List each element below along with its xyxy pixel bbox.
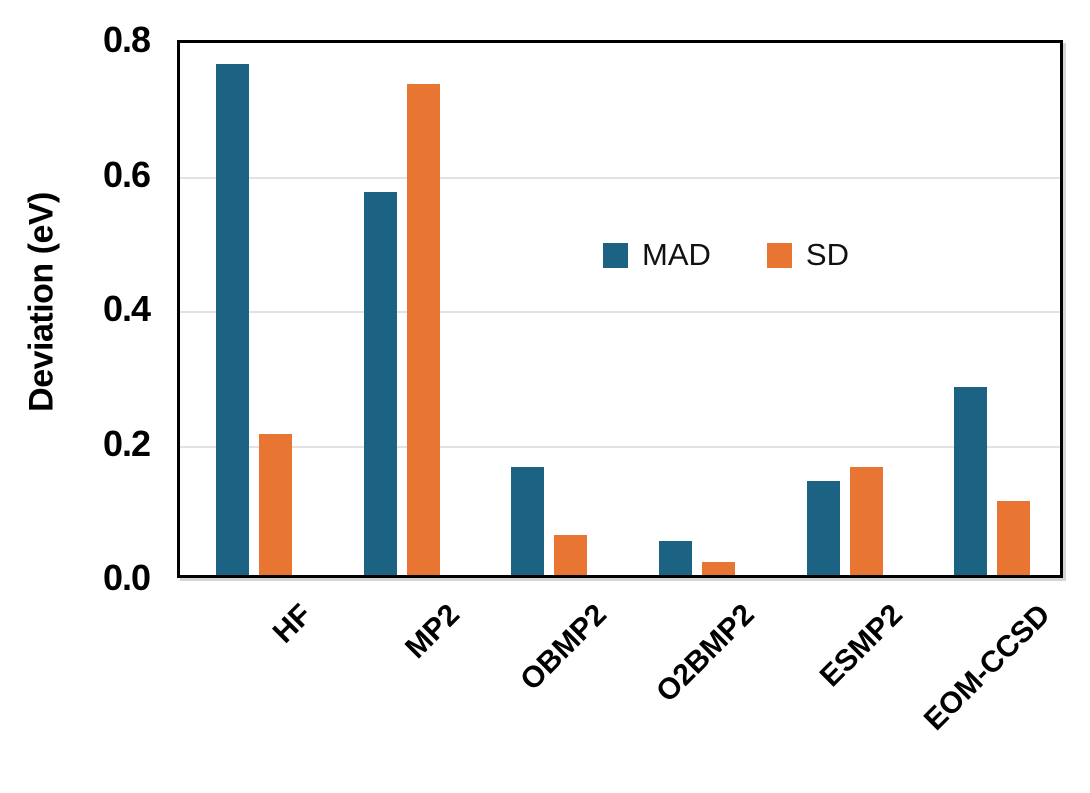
- bar-sd-esmp2: [849, 467, 883, 575]
- x-label-esmp2: ESMP2: [813, 598, 909, 694]
- x-label-o2bmp2: O2BMP2: [650, 598, 762, 709]
- gridline-0.6: [180, 176, 1060, 179]
- x-label-eom-ccsd: EOM-CCSD: [917, 598, 1057, 737]
- x-label-mp2: MP2: [398, 598, 466, 665]
- legend-swatch-sd: [766, 242, 792, 268]
- bar-sd-hf: [258, 433, 292, 575]
- bar-sd-mp2: [406, 84, 440, 575]
- bar-sd-eom-ccsd: [997, 501, 1031, 575]
- bar-sd-obmp2: [554, 534, 588, 575]
- x-label-obmp2: OBMP2: [514, 598, 614, 697]
- bar-mad-hf: [215, 63, 249, 575]
- legend: MAD SD: [603, 237, 849, 273]
- bar-sd-o2bmp2: [701, 561, 735, 575]
- legend-item-sd: SD: [766, 237, 849, 273]
- bar-mad-esmp2: [806, 480, 840, 575]
- legend-swatch-mad: [603, 242, 628, 268]
- bar-mad-mp2: [363, 191, 397, 575]
- y-tick-0.4: 0.4: [102, 288, 151, 329]
- bar-mad-obmp2: [511, 467, 545, 575]
- plot-area: [177, 40, 1063, 578]
- gridline-0.2: [180, 445, 1060, 448]
- bar-mad-eom-ccsd: [954, 386, 988, 575]
- gridline-0.4: [180, 311, 1060, 313]
- y-tick-0.2: 0.2: [102, 422, 151, 464]
- y-tick-0.8: 0.8: [102, 19, 151, 60]
- legend-label-sd: SD: [805, 237, 849, 272]
- x-label-hf: HF: [266, 598, 319, 650]
- bar-mad-o2bmp2: [658, 541, 692, 575]
- legend-label-mad: MAD: [642, 237, 711, 272]
- legend-item-mad: MAD: [603, 237, 711, 273]
- y-tick-0.6: 0.6: [102, 153, 151, 195]
- y-tick-0.0: 0.0: [102, 557, 151, 598]
